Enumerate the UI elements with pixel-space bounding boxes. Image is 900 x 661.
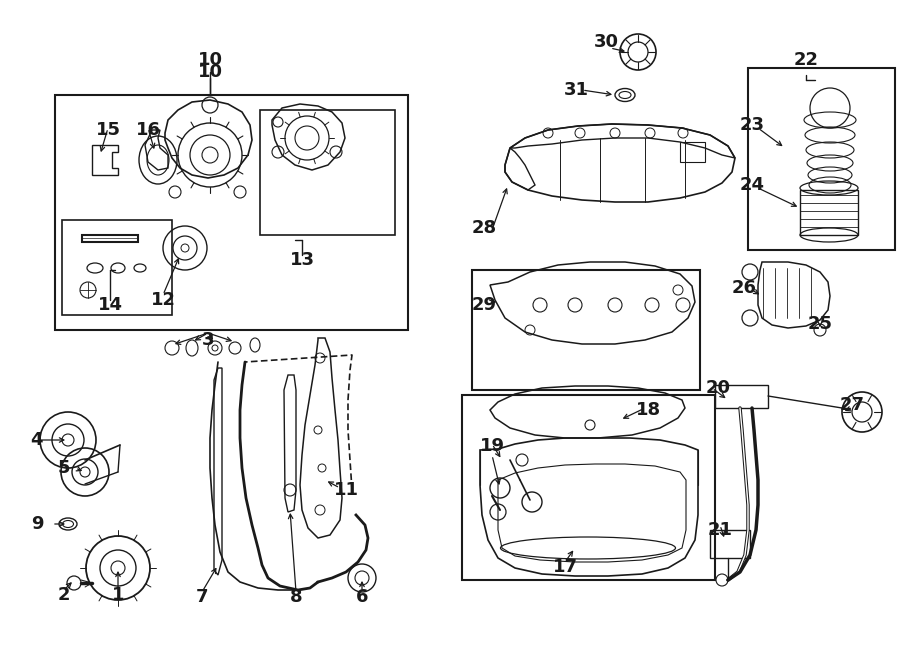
Text: 1: 1	[112, 586, 124, 604]
Text: 24: 24	[740, 176, 764, 194]
Text: 11: 11	[334, 481, 358, 499]
Text: 28: 28	[472, 219, 497, 237]
Bar	[62, 220, 172, 315]
Bar	[715, 385, 768, 408]
Text: 29: 29	[472, 296, 497, 314]
Bar	[472, 270, 700, 390]
Text: 21: 21	[707, 521, 733, 539]
Text: 19: 19	[480, 437, 505, 455]
Bar	[680, 142, 705, 162]
Text: 30: 30	[593, 33, 618, 51]
Text: 20: 20	[706, 379, 731, 397]
Bar	[710, 530, 750, 558]
Text: 16: 16	[136, 121, 160, 139]
Text: 8: 8	[290, 588, 302, 606]
Text: 23: 23	[740, 116, 764, 134]
Text: 17: 17	[553, 558, 578, 576]
Bar	[55, 95, 408, 330]
Text: 26: 26	[732, 279, 757, 297]
Text: 27: 27	[840, 396, 865, 414]
Text: 7: 7	[196, 588, 208, 606]
Text: 3: 3	[202, 331, 214, 349]
Bar	[748, 68, 895, 250]
Text: 15: 15	[95, 121, 121, 139]
Text: 9: 9	[31, 515, 43, 533]
Text: 13: 13	[290, 251, 314, 269]
Text: 31: 31	[563, 81, 589, 99]
Text: 14: 14	[97, 296, 122, 314]
Bar	[462, 395, 715, 580]
Text: 10: 10	[197, 51, 222, 69]
Text: 6: 6	[356, 588, 368, 606]
Text: 22: 22	[794, 51, 818, 69]
Text: 25: 25	[807, 315, 833, 333]
Text: 5: 5	[58, 459, 70, 477]
Text: 10: 10	[197, 63, 222, 81]
Text: 18: 18	[635, 401, 661, 419]
Bar	[260, 110, 395, 235]
Text: 4: 4	[30, 431, 42, 449]
Text: 2: 2	[58, 586, 70, 604]
Text: 12: 12	[150, 291, 176, 309]
